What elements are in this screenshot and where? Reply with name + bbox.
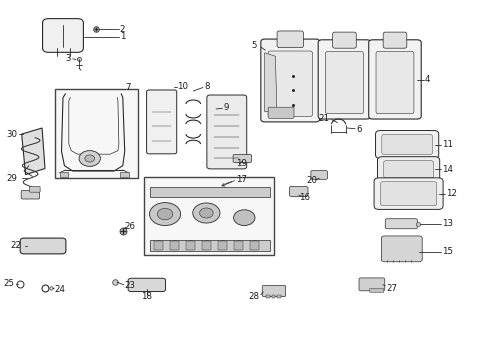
Bar xyxy=(150,187,269,197)
Bar xyxy=(202,241,210,250)
Bar xyxy=(120,172,128,177)
Circle shape xyxy=(85,155,94,162)
Bar xyxy=(218,241,226,250)
Text: 26: 26 xyxy=(124,222,136,231)
FancyBboxPatch shape xyxy=(369,288,383,293)
Bar xyxy=(55,89,138,178)
Text: 6: 6 xyxy=(355,125,361,134)
FancyBboxPatch shape xyxy=(233,154,251,162)
Text: 22: 22 xyxy=(11,242,21,251)
FancyBboxPatch shape xyxy=(383,32,406,48)
Text: 5: 5 xyxy=(251,41,256,50)
FancyBboxPatch shape xyxy=(146,90,176,154)
FancyBboxPatch shape xyxy=(377,157,439,182)
FancyBboxPatch shape xyxy=(20,238,66,254)
Text: 25: 25 xyxy=(3,279,14,288)
Bar xyxy=(60,172,68,177)
FancyBboxPatch shape xyxy=(380,182,436,206)
Text: 16: 16 xyxy=(298,193,309,202)
Text: 21: 21 xyxy=(317,114,328,123)
Text: 3: 3 xyxy=(65,54,71,63)
FancyBboxPatch shape xyxy=(375,131,438,158)
Text: 24: 24 xyxy=(55,285,65,294)
Text: 29: 29 xyxy=(6,174,17,183)
FancyBboxPatch shape xyxy=(383,161,432,178)
FancyBboxPatch shape xyxy=(277,31,303,48)
FancyBboxPatch shape xyxy=(206,95,246,169)
Circle shape xyxy=(149,203,180,226)
FancyBboxPatch shape xyxy=(262,285,285,297)
FancyBboxPatch shape xyxy=(332,32,356,48)
FancyBboxPatch shape xyxy=(267,51,312,117)
Text: 9: 9 xyxy=(223,103,228,112)
FancyBboxPatch shape xyxy=(267,107,293,118)
Text: 30: 30 xyxy=(7,130,18,139)
Text: 20: 20 xyxy=(306,176,317,185)
FancyBboxPatch shape xyxy=(381,236,421,262)
Text: 17: 17 xyxy=(235,175,246,184)
Text: 15: 15 xyxy=(441,247,452,256)
Bar xyxy=(169,241,178,250)
FancyBboxPatch shape xyxy=(373,178,442,210)
Circle shape xyxy=(199,208,213,218)
Circle shape xyxy=(157,208,172,220)
Text: 13: 13 xyxy=(441,219,452,228)
Bar xyxy=(150,239,269,251)
Text: 23: 23 xyxy=(124,281,136,290)
Bar xyxy=(154,241,163,250)
FancyBboxPatch shape xyxy=(318,40,370,119)
FancyBboxPatch shape xyxy=(385,219,416,229)
Text: 18: 18 xyxy=(141,292,152,301)
Text: 19: 19 xyxy=(235,159,246,168)
FancyBboxPatch shape xyxy=(128,278,165,292)
Bar xyxy=(234,241,243,250)
FancyBboxPatch shape xyxy=(375,51,413,114)
Text: 2: 2 xyxy=(120,24,125,33)
Bar xyxy=(185,241,194,250)
Text: 7: 7 xyxy=(125,83,130,92)
Bar xyxy=(250,241,258,250)
Text: 8: 8 xyxy=(203,82,209,91)
Circle shape xyxy=(79,150,100,166)
Text: 11: 11 xyxy=(441,140,452,149)
Circle shape xyxy=(233,210,254,226)
Text: 27: 27 xyxy=(386,284,396,293)
FancyBboxPatch shape xyxy=(289,186,307,197)
FancyBboxPatch shape xyxy=(42,19,83,52)
Text: 14: 14 xyxy=(441,165,452,174)
FancyBboxPatch shape xyxy=(358,278,384,291)
Text: 10: 10 xyxy=(177,82,188,91)
FancyBboxPatch shape xyxy=(310,171,327,179)
FancyBboxPatch shape xyxy=(325,51,363,114)
Bar xyxy=(265,296,269,298)
Text: 1: 1 xyxy=(120,32,125,41)
FancyBboxPatch shape xyxy=(368,40,420,119)
FancyBboxPatch shape xyxy=(381,134,431,154)
Polygon shape xyxy=(21,128,45,175)
Bar xyxy=(276,296,280,298)
Text: 12: 12 xyxy=(445,189,456,198)
Circle shape xyxy=(192,203,220,223)
Text: 4: 4 xyxy=(424,75,429,84)
FancyBboxPatch shape xyxy=(29,186,40,192)
Bar xyxy=(271,296,275,298)
Bar xyxy=(144,177,274,255)
FancyBboxPatch shape xyxy=(260,39,319,122)
Polygon shape xyxy=(264,53,276,112)
Text: 28: 28 xyxy=(248,292,259,301)
FancyBboxPatch shape xyxy=(21,190,40,199)
